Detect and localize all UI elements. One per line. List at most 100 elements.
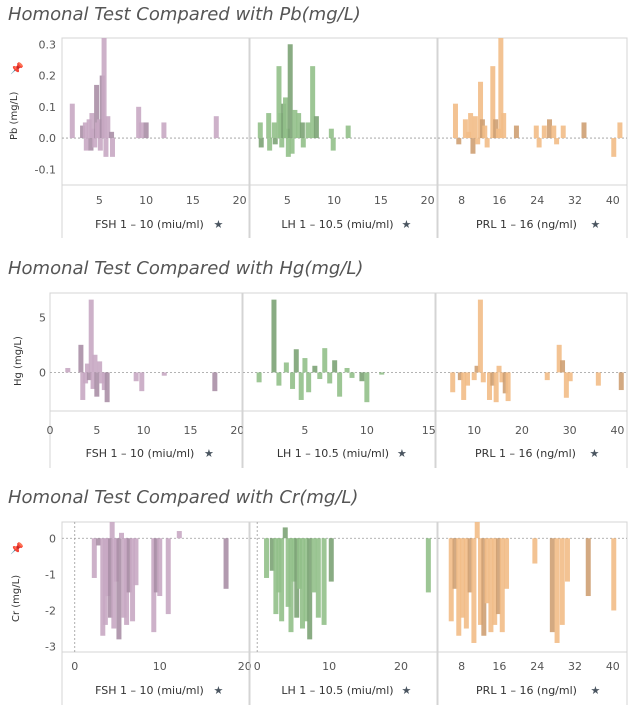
bar[interactable] [101, 38, 107, 139]
bar[interactable] [477, 299, 483, 373]
bar[interactable] [111, 538, 117, 629]
bar[interactable] [349, 372, 355, 378]
bar[interactable] [298, 372, 304, 400]
bar[interactable] [321, 538, 327, 625]
bar[interactable] [513, 125, 519, 139]
bar[interactable] [554, 138, 560, 145]
bar[interactable] [92, 138, 98, 148]
bar[interactable] [471, 538, 477, 643]
bar[interactable] [450, 372, 456, 393]
bar[interactable] [544, 372, 550, 381]
bar[interactable] [97, 361, 103, 373]
bar[interactable] [505, 372, 511, 402]
bar[interactable] [498, 38, 504, 139]
bar[interactable] [499, 372, 505, 383]
bar[interactable] [482, 125, 488, 139]
bar[interactable] [611, 538, 617, 611]
bar[interactable] [104, 372, 110, 403]
bar[interactable] [91, 538, 97, 578]
bar[interactable] [560, 125, 566, 139]
pin-icon[interactable]: ★ [402, 684, 412, 697]
bar[interactable] [345, 125, 351, 139]
pin-icon[interactable]: 📌 [10, 62, 24, 75]
bar[interactable] [133, 372, 139, 382]
bar[interactable] [559, 538, 565, 625]
bar[interactable] [581, 122, 587, 139]
bar[interactable] [88, 138, 94, 151]
bar[interactable] [94, 372, 100, 397]
bar[interactable] [94, 84, 100, 139]
bar[interactable] [105, 538, 111, 597]
bar[interactable] [480, 372, 486, 383]
bar[interactable] [456, 138, 462, 145]
bar[interactable] [501, 113, 507, 139]
bar[interactable] [285, 138, 291, 157]
bar[interactable] [96, 538, 102, 546]
bar[interactable] [103, 138, 109, 157]
bar[interactable] [315, 538, 321, 618]
bar[interactable] [462, 119, 468, 139]
bar[interactable] [157, 538, 163, 597]
bar[interactable] [474, 365, 480, 373]
bar[interactable] [278, 113, 284, 139]
bar[interactable] [332, 360, 338, 373]
bar[interactable] [291, 538, 297, 582]
bar[interactable] [470, 138, 476, 154]
bar[interactable] [273, 538, 279, 615]
bar[interactable] [283, 362, 289, 373]
bar[interactable] [258, 138, 264, 148]
bar[interactable] [97, 138, 103, 151]
pin-icon[interactable]: ★ [214, 218, 224, 231]
bar[interactable] [330, 138, 336, 151]
bar[interactable] [266, 113, 272, 139]
bar[interactable] [328, 538, 334, 582]
bar[interactable] [213, 116, 219, 139]
bar[interactable] [121, 538, 127, 618]
bar[interactable] [567, 372, 573, 382]
bar[interactable] [284, 128, 290, 139]
bar[interactable] [107, 538, 113, 618]
bar[interactable] [364, 372, 370, 403]
bar[interactable] [116, 538, 122, 640]
bar[interactable] [359, 372, 365, 382]
bar[interactable] [379, 372, 385, 375]
bar[interactable] [82, 122, 88, 139]
pin-icon[interactable]: ★ [204, 447, 214, 460]
bar[interactable] [289, 138, 295, 154]
bar[interactable] [290, 372, 296, 389]
bar[interactable] [493, 119, 499, 139]
bar[interactable] [303, 538, 309, 622]
bar[interactable] [461, 372, 467, 400]
bar[interactable] [554, 538, 560, 643]
bar[interactable] [306, 372, 312, 393]
bar[interactable] [101, 372, 107, 391]
bar[interactable] [223, 538, 229, 589]
bar[interactable] [276, 66, 282, 139]
bar[interactable] [452, 538, 458, 589]
bar[interactable] [276, 538, 282, 593]
bar[interactable] [563, 372, 569, 398]
bar[interactable] [151, 538, 157, 633]
bar[interactable] [153, 538, 159, 593]
bar[interactable] [105, 116, 111, 139]
bar[interactable] [456, 538, 462, 636]
pin-icon[interactable]: ★ [402, 218, 412, 231]
bar[interactable] [212, 372, 218, 392]
bar[interactable] [130, 538, 136, 622]
bar[interactable] [91, 128, 97, 139]
bar[interactable] [481, 538, 487, 636]
bar[interactable] [124, 538, 130, 625]
bar[interactable] [113, 538, 119, 582]
bar[interactable] [541, 125, 547, 139]
bar[interactable] [305, 122, 311, 139]
bar[interactable] [311, 538, 317, 593]
bar[interactable] [486, 372, 492, 400]
pin-icon[interactable]: ★ [397, 447, 407, 460]
bar[interactable] [549, 538, 555, 633]
bar[interactable] [302, 358, 308, 373]
bar[interactable] [585, 538, 591, 597]
bar[interactable] [90, 372, 96, 389]
bar[interactable] [176, 531, 182, 539]
bar[interactable] [617, 122, 623, 139]
bar[interactable] [65, 367, 71, 373]
